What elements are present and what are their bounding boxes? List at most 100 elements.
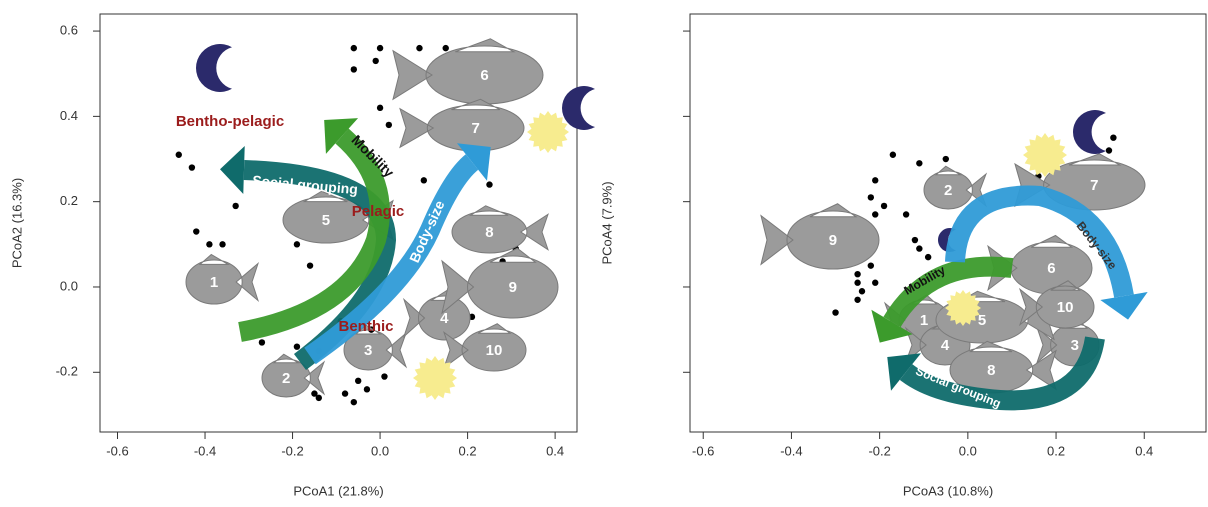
zone-label: Pelagic <box>352 203 405 220</box>
point <box>206 241 212 247</box>
point <box>189 164 195 170</box>
fish-label: 4 <box>440 310 449 327</box>
point <box>351 66 357 72</box>
point <box>232 203 238 209</box>
point <box>854 271 860 277</box>
fish-label: 9 <box>829 232 837 249</box>
fish-label: 10 <box>486 342 503 359</box>
point <box>890 152 896 158</box>
point <box>486 181 492 187</box>
point <box>872 280 878 286</box>
point <box>364 386 370 392</box>
fish-label: 10 <box>1057 299 1074 316</box>
fish-label: 2 <box>282 370 290 387</box>
point <box>868 194 874 200</box>
point <box>872 177 878 183</box>
fish-silhouette <box>400 99 524 151</box>
point <box>903 211 909 217</box>
x-tick-label: -0.4 <box>194 443 216 458</box>
y-tick-label: 0.6 <box>60 22 78 37</box>
fish-silhouette <box>186 255 258 305</box>
point <box>881 203 887 209</box>
x-tick-label: 0.0 <box>959 443 977 458</box>
point <box>854 280 860 286</box>
fish-silhouette <box>393 39 543 104</box>
arrow-head <box>1100 292 1147 320</box>
point <box>943 156 949 162</box>
point <box>377 105 383 111</box>
fish-label: 1 <box>920 312 928 329</box>
point <box>1110 134 1116 140</box>
point <box>832 309 838 315</box>
fish-label: 7 <box>471 120 479 137</box>
point <box>311 390 317 396</box>
point <box>421 177 427 183</box>
point <box>176 152 182 158</box>
fish-label: 8 <box>485 224 493 241</box>
point <box>351 45 357 51</box>
point <box>916 160 922 166</box>
y-tick-label: -0.2 <box>56 364 78 379</box>
x-tick-label: 0.4 <box>546 443 564 458</box>
point <box>868 262 874 268</box>
point <box>355 378 361 384</box>
point <box>294 241 300 247</box>
x-tick-label: -0.2 <box>281 443 303 458</box>
x-tick-label: -0.2 <box>868 443 890 458</box>
x-tick-label: 0.2 <box>459 443 477 458</box>
point <box>377 45 383 51</box>
fish-label: 3 <box>1071 337 1079 354</box>
y-axis-title: PCoA2 (16.3%) <box>9 178 24 268</box>
point <box>872 211 878 217</box>
point <box>219 241 225 247</box>
fish-silhouette <box>761 204 879 269</box>
fish-silhouette <box>452 206 548 253</box>
point <box>386 122 392 128</box>
moon-icon <box>562 86 595 130</box>
sun-icon <box>413 356 457 400</box>
moon-icon <box>1073 110 1106 154</box>
x-tick-label: 0.0 <box>371 443 389 458</box>
fish-label: 8 <box>987 362 995 379</box>
point <box>925 254 931 260</box>
y-tick-label: 0.0 <box>60 278 78 293</box>
point <box>294 343 300 349</box>
x-tick-label: 0.2 <box>1047 443 1065 458</box>
fish-label: 4 <box>941 337 950 354</box>
x-tick-label: -0.4 <box>780 443 802 458</box>
point <box>854 297 860 303</box>
fish-label: 1 <box>210 274 218 291</box>
x-tick-label: 0.4 <box>1135 443 1153 458</box>
fish-label: 7 <box>1090 177 1098 194</box>
zone-label: Bentho-pelagic <box>176 113 284 130</box>
point <box>307 262 313 268</box>
sun-icon <box>527 111 569 153</box>
point <box>372 58 378 64</box>
point <box>259 339 265 345</box>
x-axis-title: PCoA1 (21.8%) <box>293 483 383 498</box>
x-tick-label: -0.6 <box>692 443 714 458</box>
y-tick-label: 0.2 <box>60 193 78 208</box>
y-axis-title: PCoA4 (7.9%) <box>599 181 614 264</box>
point <box>443 45 449 51</box>
fish-label: 3 <box>364 342 372 359</box>
zone-label: Benthic <box>338 318 393 335</box>
fish-label: 6 <box>480 67 488 84</box>
fish-label: 5 <box>978 312 986 329</box>
y-tick-label: 0.4 <box>60 108 78 123</box>
arrow-head <box>220 146 245 194</box>
figure: -0.6 -0.4 -0.2 0.0 0.2 0.4 -0.2 0.0 0.2 0.4 0.6 PCo… <box>0 0 1208 507</box>
fish-label: 9 <box>509 279 517 296</box>
sun-icon <box>1023 133 1067 177</box>
point <box>1106 147 1112 153</box>
sun-icon <box>945 290 981 326</box>
fish-label: 2 <box>944 182 952 199</box>
fish-label: 5 <box>322 212 330 229</box>
fish-label: 6 <box>1047 260 1055 277</box>
moon-icon <box>196 44 232 92</box>
point <box>912 237 918 243</box>
point <box>193 228 199 234</box>
x-axis-title: PCoA3 (10.8%) <box>903 483 993 498</box>
x-tick-label: -0.6 <box>106 443 128 458</box>
point <box>351 399 357 405</box>
